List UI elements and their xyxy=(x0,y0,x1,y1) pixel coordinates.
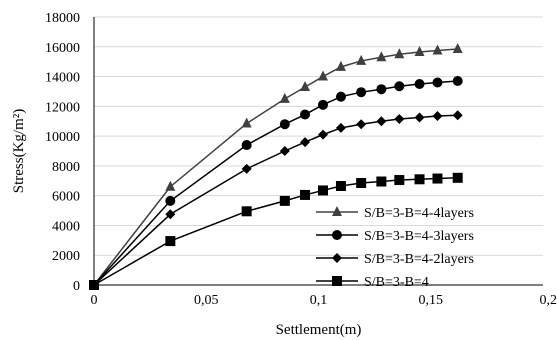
y-tick-label: 4000 xyxy=(52,219,80,234)
data-point xyxy=(279,119,290,130)
data-point xyxy=(414,79,425,89)
data-point xyxy=(279,146,290,156)
data-point xyxy=(414,174,425,185)
data-point xyxy=(414,45,425,56)
x-tick-label: 0,2 xyxy=(540,293,557,308)
legend-entry: S/B=3-B=4 xyxy=(316,275,429,290)
data-point xyxy=(394,175,405,186)
data-point xyxy=(376,176,387,187)
legend-label: S/B=3-B=4-4layers xyxy=(364,206,474,221)
x-tick-label: 0,15 xyxy=(419,293,444,308)
data-point xyxy=(335,122,346,133)
data-point xyxy=(356,54,367,65)
data-point xyxy=(300,189,311,200)
data-point xyxy=(241,163,252,174)
y-axis-title: Stress(Kg/m²) xyxy=(11,109,27,194)
data-point xyxy=(317,129,328,140)
data-point xyxy=(394,113,405,124)
data-point xyxy=(376,116,387,127)
x-axis-title: Settlement(m) xyxy=(276,322,362,338)
x-tick-label: 0,1 xyxy=(310,293,328,308)
legend-marker xyxy=(332,206,342,216)
data-point xyxy=(414,112,425,123)
series-4 xyxy=(89,172,463,290)
data-point xyxy=(394,48,405,59)
legend-entry: S/B=3-B=4-2layers xyxy=(316,252,474,267)
legend-marker xyxy=(332,276,342,286)
data-point xyxy=(335,180,346,191)
x-tick-label: 0 xyxy=(91,293,98,308)
data-point xyxy=(165,236,176,247)
series-3 xyxy=(89,110,463,290)
data-point xyxy=(317,99,328,110)
data-series xyxy=(89,43,463,290)
data-point xyxy=(432,77,443,88)
data-point xyxy=(241,117,252,128)
legend-entry: S/B=3-B=4-4layers xyxy=(316,206,474,221)
data-point xyxy=(452,43,463,54)
data-point xyxy=(394,81,405,92)
data-point xyxy=(452,76,463,87)
data-point xyxy=(356,178,367,189)
legend-label: S/B=3-B=4-2layers xyxy=(364,252,474,267)
data-point xyxy=(335,60,346,71)
y-tick-label: 10000 xyxy=(45,130,80,145)
data-point xyxy=(452,172,463,183)
legend-entry: S/B=3-B=4-3layers xyxy=(316,229,474,244)
y-tick-label: 14000 xyxy=(45,71,80,86)
y-tick-label: 16000 xyxy=(45,41,80,56)
data-point xyxy=(165,195,176,206)
y-tick-label: 0 xyxy=(73,279,80,294)
data-point xyxy=(300,137,311,148)
legend-label: S/B=3-B=4-3layers xyxy=(364,229,474,244)
data-point xyxy=(376,84,387,95)
data-point xyxy=(165,180,176,191)
data-point xyxy=(432,44,443,55)
data-point xyxy=(335,91,346,102)
y-tick-labels: 0 2000 4000 6000 8000 10000 12000 14000 16000 180… xyxy=(45,11,80,294)
data-point xyxy=(432,111,443,122)
data-point xyxy=(300,80,311,91)
data-point xyxy=(89,280,99,290)
y-tick-label: 6000 xyxy=(52,190,80,205)
data-point xyxy=(356,119,367,130)
legend-label: S/B=3-B=4 xyxy=(364,275,429,290)
data-point xyxy=(241,206,252,217)
axes xyxy=(93,17,543,286)
legend-marker xyxy=(332,253,342,263)
data-point xyxy=(317,185,328,196)
y-tick-label: 12000 xyxy=(45,100,80,115)
x-tick-labels: 0 0,05 0,1 0,15 0,2 xyxy=(91,293,557,308)
data-point xyxy=(165,209,176,220)
legend-marker xyxy=(332,230,342,240)
legend: S/B=3-B=4-4layers S/B=3-B=4-3layers S/B=3-… xyxy=(316,206,474,290)
data-point xyxy=(241,140,252,151)
data-point xyxy=(356,87,367,98)
data-point xyxy=(452,110,463,121)
data-point xyxy=(300,109,311,120)
data-point xyxy=(317,70,328,81)
data-point xyxy=(432,173,443,184)
series-2 xyxy=(89,76,463,290)
y-tick-label: 18000 xyxy=(45,11,80,26)
data-point xyxy=(376,51,387,62)
x-tick-label: 0,05 xyxy=(194,293,219,308)
data-point xyxy=(279,195,290,206)
data-point xyxy=(279,92,290,103)
y-tick-label: 2000 xyxy=(52,249,80,264)
y-tick-label: 8000 xyxy=(52,160,80,175)
